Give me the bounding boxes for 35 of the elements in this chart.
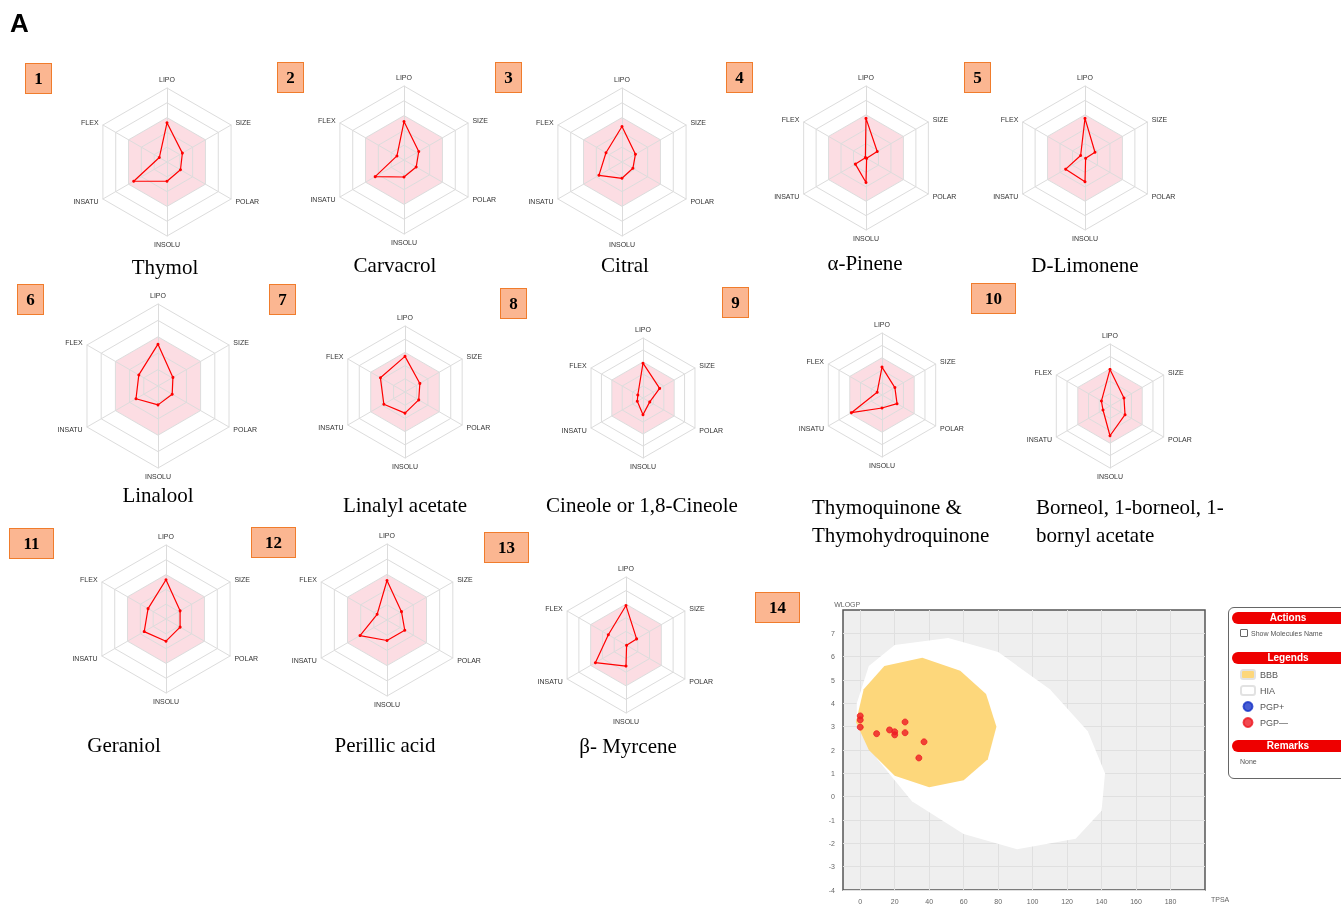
text: β- Myrcene [578, 734, 678, 759]
text: Citral [600, 253, 650, 278]
text: 5 [964, 62, 991, 93]
text: Actions [1232, 612, 1341, 624]
legend-title: Legends [1232, 652, 1341, 664]
text: Cineole or 1,8-Cineole [545, 493, 739, 518]
text: 9 [722, 287, 749, 318]
text: 13 [484, 532, 529, 563]
text: 1 [25, 63, 52, 94]
text: Borneol, 1-borneol, 1-bornyl acetate [1036, 494, 1225, 549]
text: Linalool [121, 483, 195, 508]
legend-label: HIA [1260, 685, 1276, 696]
text: 11 [9, 528, 54, 559]
text: Linalyl acetate [342, 493, 468, 517]
text: D-Limonene [1030, 253, 1140, 278]
text: 4 [726, 62, 753, 93]
text: Carvacrol [352, 253, 438, 278]
text: Thymol [130, 255, 200, 280]
legend-label: PGP— [1260, 717, 1289, 728]
text: Remarks [1232, 740, 1341, 752]
text: 7 [269, 284, 296, 315]
text: Geraniol [86, 733, 162, 758]
text: 12 [251, 527, 296, 558]
text: Thymoquinone & Thymohydroquinone [812, 494, 991, 549]
text: 10 [971, 283, 1016, 314]
text: 14 [755, 592, 800, 623]
legend-label: BBB [1260, 669, 1279, 680]
text: 3 [495, 62, 522, 93]
text: Perillic acid [333, 733, 437, 758]
text: 6 [17, 284, 44, 315]
text: A [10, 8, 29, 39]
text: 2 [277, 62, 304, 93]
text: α-Pinene [826, 251, 904, 276]
legend-label: PGP+ [1260, 701, 1285, 712]
text: 8 [500, 288, 527, 319]
